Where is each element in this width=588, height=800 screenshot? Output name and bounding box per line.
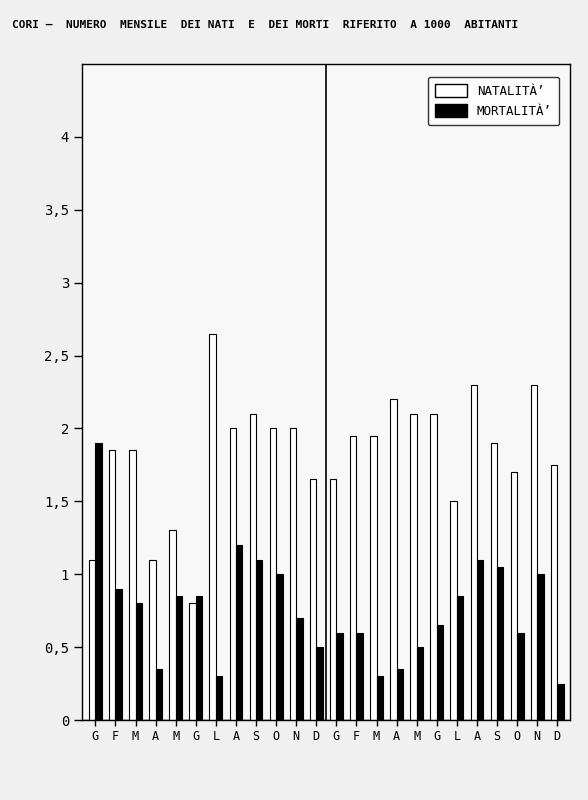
- Bar: [115, 589, 122, 720]
- Bar: [169, 530, 176, 720]
- Bar: [189, 603, 196, 720]
- Bar: [490, 443, 497, 720]
- Bar: [136, 603, 142, 720]
- Bar: [296, 618, 303, 720]
- Bar: [310, 479, 316, 720]
- Bar: [370, 436, 376, 720]
- Bar: [356, 633, 363, 720]
- Bar: [397, 669, 403, 720]
- Bar: [350, 436, 356, 720]
- Bar: [129, 450, 136, 720]
- Legend: NATALITÀ’, MORTALITÀ’: NATALITÀ’, MORTALITÀ’: [428, 77, 559, 126]
- Bar: [256, 560, 262, 720]
- Bar: [497, 567, 503, 720]
- Bar: [330, 479, 336, 720]
- Bar: [537, 574, 544, 720]
- Bar: [517, 633, 523, 720]
- Bar: [390, 399, 397, 720]
- Bar: [551, 465, 557, 720]
- Bar: [511, 472, 517, 720]
- Bar: [156, 669, 162, 720]
- Bar: [430, 414, 437, 720]
- Bar: [236, 545, 242, 720]
- Bar: [216, 676, 222, 720]
- Bar: [336, 633, 343, 720]
- Bar: [437, 626, 443, 720]
- Text: CORI –  NUMERO  MENSILE  DEI NATI  E  DEI MORTI  RIFERITO  A 1000  ABITANTI: CORI – NUMERO MENSILE DEI NATI E DEI MOR…: [12, 20, 518, 30]
- Bar: [376, 676, 383, 720]
- Bar: [176, 596, 182, 720]
- Bar: [149, 560, 156, 720]
- Bar: [316, 647, 323, 720]
- Bar: [109, 450, 115, 720]
- Bar: [209, 334, 216, 720]
- Bar: [229, 429, 236, 720]
- Bar: [417, 647, 423, 720]
- Bar: [290, 429, 296, 720]
- Bar: [250, 414, 256, 720]
- Bar: [450, 502, 457, 720]
- Bar: [557, 683, 564, 720]
- Bar: [276, 574, 283, 720]
- Bar: [531, 385, 537, 720]
- Bar: [95, 443, 102, 720]
- Bar: [410, 414, 417, 720]
- Bar: [470, 385, 477, 720]
- Bar: [477, 560, 483, 720]
- Bar: [89, 560, 95, 720]
- Bar: [270, 429, 276, 720]
- Bar: [196, 596, 202, 720]
- Bar: [457, 596, 463, 720]
